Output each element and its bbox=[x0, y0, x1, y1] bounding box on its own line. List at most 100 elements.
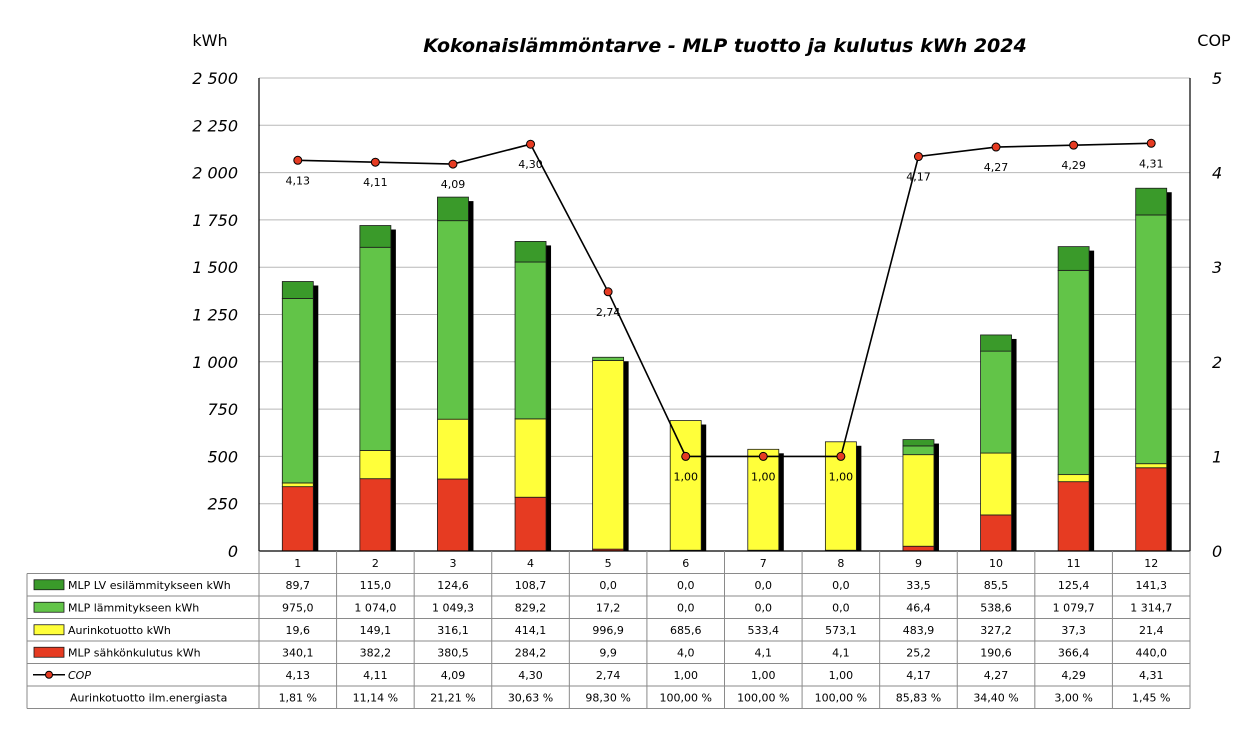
bar-lammitys bbox=[359, 246, 392, 451]
cop-point bbox=[681, 451, 691, 461]
y-tick-right: 0 bbox=[1212, 542, 1222, 561]
table-cell: 382,2 bbox=[360, 646, 392, 659]
table-cell: 85,5 bbox=[984, 579, 1009, 592]
x-tick-label: 6 bbox=[682, 557, 689, 570]
table-cell: 440,0 bbox=[1135, 646, 1167, 659]
bar-aurinkotuotto bbox=[669, 420, 702, 551]
table-cell: 1 074,0 bbox=[354, 601, 396, 614]
table-cell: 25,2 bbox=[906, 646, 931, 659]
table-cell: 1,45 % bbox=[1132, 691, 1170, 704]
y-tick-left: 1 000 bbox=[192, 353, 238, 372]
table-cell: 0,0 bbox=[677, 579, 695, 592]
table-cell: 1 079,7 bbox=[1053, 601, 1095, 614]
x-tick-label: 11 bbox=[1067, 557, 1081, 570]
y-tick-right: 5 bbox=[1212, 69, 1222, 88]
table-cell: 4,27 bbox=[984, 669, 1009, 682]
table-cell: 21,21 % bbox=[430, 691, 475, 704]
bar-lammitys bbox=[281, 298, 314, 484]
table-cell: 100,00 % bbox=[815, 691, 867, 704]
table-cell: 573,1 bbox=[825, 624, 857, 637]
cop-point bbox=[1146, 138, 1156, 148]
bar-sahkonkulutus bbox=[359, 478, 392, 552]
table-cell: 4,0 bbox=[677, 646, 695, 659]
cop-data-label: 2,74 bbox=[596, 306, 621, 319]
table-cell: 17,2 bbox=[596, 601, 621, 614]
bar-aurinkotuotto bbox=[1135, 463, 1168, 469]
table-legend-swatch bbox=[33, 624, 65, 636]
cop-line: 4,13 4,11 4,09 4,30 2,74 1,00 1,00 1,00 4,17 4,27… bbox=[286, 138, 1164, 483]
x-tick-label: 12 bbox=[1144, 557, 1158, 570]
cop-data-label: 4,30 bbox=[518, 158, 543, 171]
bar-aurinkotuotto bbox=[281, 482, 314, 488]
bar-lv-esilammitys bbox=[1057, 246, 1090, 271]
table-cell: 316,1 bbox=[437, 624, 469, 637]
cop-point bbox=[293, 155, 303, 165]
table-row-label: COP bbox=[68, 669, 91, 682]
y-tick-left: 1 750 bbox=[192, 211, 238, 230]
table-cell: 4,11 bbox=[363, 669, 388, 682]
x-tick-label: 10 bbox=[989, 557, 1003, 570]
table-cell: 0,0 bbox=[599, 579, 617, 592]
bar-aurinkotuotto bbox=[747, 448, 780, 551]
x-tick-label: 3 bbox=[449, 557, 456, 570]
table-cell: 4,30 bbox=[518, 669, 543, 682]
bar-aurinkotuotto bbox=[437, 418, 469, 480]
y-tick-left: 500 bbox=[207, 447, 238, 466]
bar-lv-esilammitys bbox=[437, 196, 469, 222]
table-cell: 4,31 bbox=[1139, 669, 1164, 682]
table-cell: 2,74 bbox=[596, 669, 621, 682]
bar-lv-esilammitys bbox=[281, 281, 314, 299]
table-cell: 124,6 bbox=[437, 579, 469, 592]
table-cell: 11,14 % bbox=[353, 691, 398, 704]
table-cell: 414,1 bbox=[515, 624, 547, 637]
table-cell: 533,4 bbox=[748, 624, 780, 637]
bar-sahkonkulutus bbox=[281, 486, 314, 552]
table-cell: 1 314,7 bbox=[1130, 601, 1172, 614]
table-cell: 33,5 bbox=[906, 579, 931, 592]
table-cell: 4,17 bbox=[906, 669, 931, 682]
table-cell: 685,6 bbox=[670, 624, 702, 637]
y-tick-left: 2 250 bbox=[192, 116, 238, 135]
table-cell: 3,00 % bbox=[1054, 691, 1092, 704]
table-cell: 975,0 bbox=[282, 601, 314, 614]
x-tick-label: 7 bbox=[760, 557, 767, 570]
table-legend-marker bbox=[45, 670, 53, 679]
table-cell: 1 049,3 bbox=[432, 601, 474, 614]
chart-title: Kokonaislämmöntarve - MLP tuotto ja kulu… bbox=[423, 35, 1026, 57]
cop-data-label: 4,27 bbox=[984, 161, 1009, 174]
cop-point bbox=[448, 159, 458, 169]
bar-lv-esilammitys bbox=[1135, 187, 1168, 216]
cop-data-label: 4,11 bbox=[363, 176, 388, 189]
cop-point bbox=[758, 451, 768, 461]
bar-lv-esilammitys bbox=[514, 241, 547, 263]
y-tick-left: 2 500 bbox=[192, 69, 238, 88]
table-legend-swatch bbox=[33, 646, 65, 658]
table-cell: 21,4 bbox=[1139, 624, 1164, 637]
bar-lammitys bbox=[514, 261, 547, 420]
table-row-label: Aurinkotuotto ilm.energiasta bbox=[70, 691, 227, 704]
table-cell: 1,81 % bbox=[279, 691, 317, 704]
table-cell: 4,09 bbox=[441, 669, 466, 682]
table-cell: 284,2 bbox=[515, 646, 547, 659]
bar-lammitys bbox=[902, 445, 935, 456]
table-cell: 89,7 bbox=[286, 579, 311, 592]
bar-lv-esilammitys bbox=[980, 334, 1012, 352]
table-cell: 30,63 % bbox=[508, 691, 553, 704]
cop-point bbox=[1069, 140, 1079, 150]
table-cell: 108,7 bbox=[515, 579, 547, 592]
table-cell: 4,29 bbox=[1061, 669, 1086, 682]
bars bbox=[281, 187, 1172, 552]
table-row-label: Aurinkotuotto kWh bbox=[68, 624, 171, 637]
table-cell: 366,4 bbox=[1058, 646, 1090, 659]
table-cell: 149,1 bbox=[360, 624, 392, 637]
y-tick-right: 4 bbox=[1212, 164, 1222, 183]
table-cell: 125,4 bbox=[1058, 579, 1090, 592]
table-cell: 4,1 bbox=[755, 646, 773, 659]
table-cell: 46,4 bbox=[906, 601, 931, 614]
bar-aurinkotuotto bbox=[514, 418, 547, 498]
x-tick-label: 1 bbox=[294, 557, 301, 570]
cop-data-label: 4,31 bbox=[1139, 157, 1164, 170]
y-axis-right-unit: COP bbox=[1197, 31, 1231, 50]
